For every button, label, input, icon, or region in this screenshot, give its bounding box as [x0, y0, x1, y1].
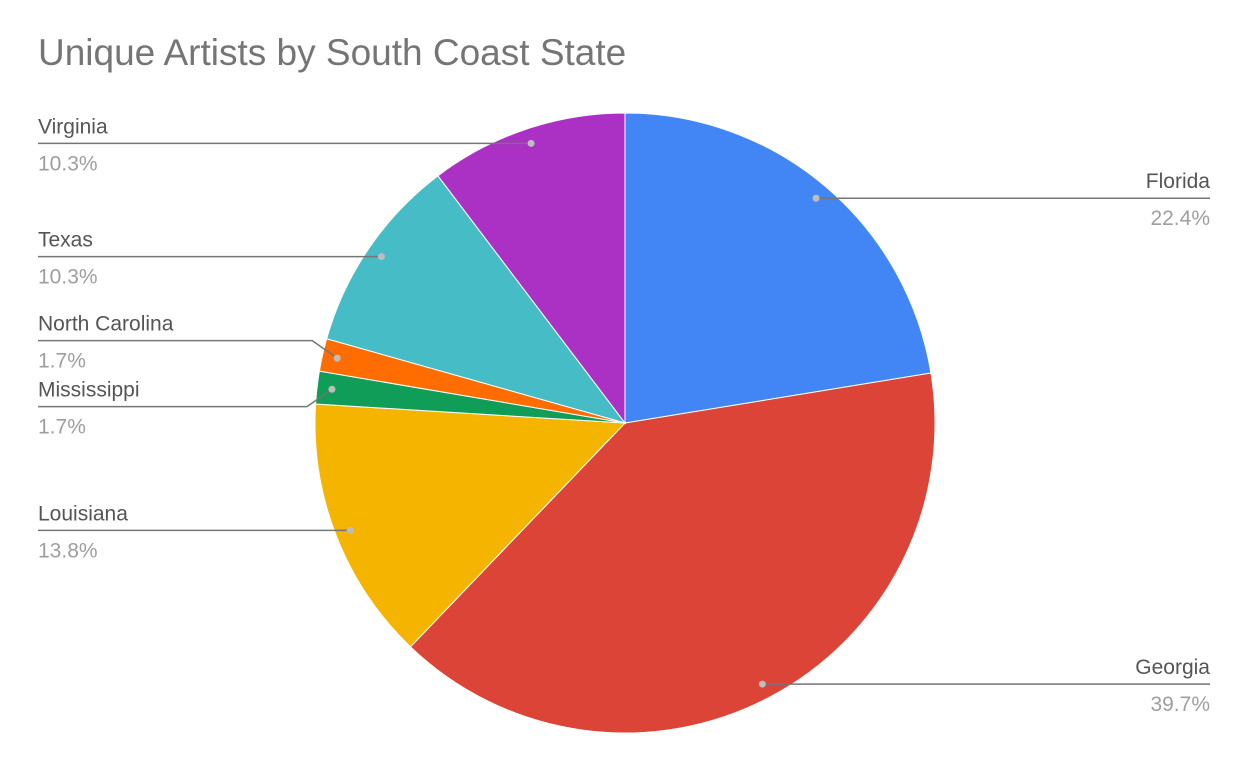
- leader-line: [38, 388, 333, 408]
- slice-label: Florida: [1146, 170, 1211, 193]
- pie-slice: [437, 112, 626, 425]
- pie-slice: [326, 175, 627, 424]
- chart-title: Unique Artists by South Coast State: [38, 32, 626, 73]
- leader-dot: [328, 385, 336, 393]
- leader-dot: [812, 194, 820, 202]
- slice-label: North Carolina: [38, 313, 174, 336]
- leader-dot: [758, 680, 766, 688]
- pie-slice: [624, 112, 932, 424]
- leader-dot: [346, 526, 354, 534]
- leader-line: [38, 339, 338, 359]
- slice-label: Louisiana: [38, 502, 128, 525]
- pie-slice: [409, 372, 936, 734]
- slice-value-label: 13.8%: [38, 539, 98, 562]
- slice-label: Virginia: [38, 115, 108, 138]
- pie-slice: [314, 403, 627, 648]
- slice-label: Texas: [38, 229, 93, 252]
- leader-dot: [377, 253, 385, 261]
- slice-value-label: 1.7%: [38, 350, 86, 373]
- slice-value-label: 1.7%: [38, 416, 86, 439]
- leader-dot: [333, 354, 341, 362]
- slice-value-label: 10.3%: [38, 266, 98, 289]
- slice-value-label: 22.4%: [1150, 207, 1210, 230]
- slice-label: Mississippi: [38, 379, 140, 402]
- slice-value-label: 10.3%: [38, 152, 98, 175]
- slice-value-label: 39.7%: [1150, 693, 1210, 716]
- slice-label: Georgia: [1135, 656, 1210, 679]
- leader-dot: [527, 139, 535, 147]
